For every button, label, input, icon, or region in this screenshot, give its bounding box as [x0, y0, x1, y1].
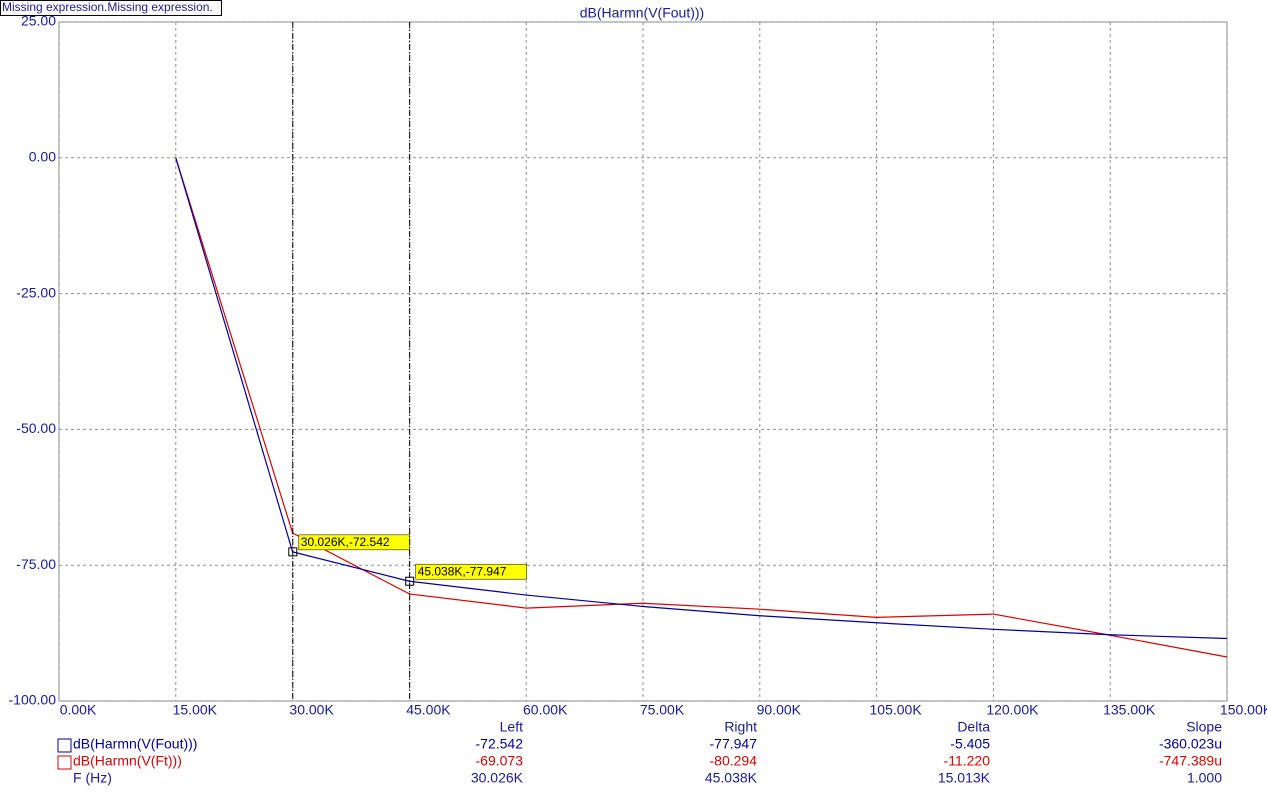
- readout-cell: -80.294: [710, 753, 758, 769]
- readout-cell: -11.220: [944, 753, 991, 769]
- x-tick-label: 45.00K: [406, 702, 451, 718]
- readout-header: Left: [500, 719, 523, 735]
- y-tick-label: -25.00: [16, 284, 56, 300]
- x-tick-label: 0.00K: [60, 702, 97, 718]
- cursor-label-box: [415, 563, 527, 580]
- readout-header: Slope: [1186, 719, 1222, 735]
- cursor-marker: [288, 547, 298, 557]
- readout-header: Delta: [957, 719, 990, 735]
- readout-cell: -5.405: [950, 736, 990, 752]
- x-tick-label: 120.00K: [986, 702, 1039, 718]
- x-tick-label: 90.00K: [757, 702, 802, 718]
- readout-name: dB(Harmn(V(Fout))): [73, 736, 197, 752]
- x-tick-label: 60.00K: [523, 702, 568, 718]
- banner-box: [0, 0, 222, 16]
- readout-cell: 1.000: [1187, 770, 1222, 786]
- legend-swatch: [57, 755, 72, 770]
- readout-cell: -747.389u: [1159, 753, 1222, 769]
- readout-name: dB(Harmn(V(Ft))): [73, 753, 182, 769]
- legend-swatch: [57, 738, 72, 753]
- y-tick-label: -50.00: [16, 420, 56, 436]
- series-line: [175, 157, 1228, 658]
- readout-name: F (Hz): [73, 770, 112, 786]
- x-tick-label: 105.00K: [870, 702, 923, 718]
- readout-cell: -77.947: [710, 736, 758, 752]
- readout-cell: -72.542: [476, 736, 524, 752]
- readout-header: Right: [724, 719, 757, 735]
- y-tick-label: -75.00: [16, 556, 56, 572]
- x-tick-label: 30.00K: [289, 702, 334, 718]
- y-tick-label: -100.00: [9, 692, 57, 708]
- readout-cell: 45.038K: [705, 770, 758, 786]
- x-tick-label: 75.00K: [640, 702, 685, 718]
- cursor-marker: [405, 576, 415, 586]
- cursor-label: 45.038K,-77.947: [418, 564, 507, 578]
- readout-cell: 30.026K: [471, 770, 524, 786]
- y-tick-label: 25.00: [21, 13, 56, 29]
- readout-cell: 15.013K: [938, 770, 991, 786]
- cursor-label: 30.026K,-72.542: [301, 535, 390, 549]
- banner: Missing expression.Missing expression.: [2, 0, 213, 14]
- readout-cell: -69.073: [476, 753, 524, 769]
- y-tick-label: 0.00: [29, 149, 56, 165]
- series-line: [175, 157, 1228, 640]
- chart-title: dB(Harmn(V(Fout))): [580, 5, 704, 21]
- x-tick-label: 135.00K: [1103, 702, 1156, 718]
- x-tick-label: 150.00K: [1220, 702, 1267, 718]
- x-tick-label: 15.00K: [173, 702, 218, 718]
- readout-cell: -360.023u: [1159, 736, 1222, 752]
